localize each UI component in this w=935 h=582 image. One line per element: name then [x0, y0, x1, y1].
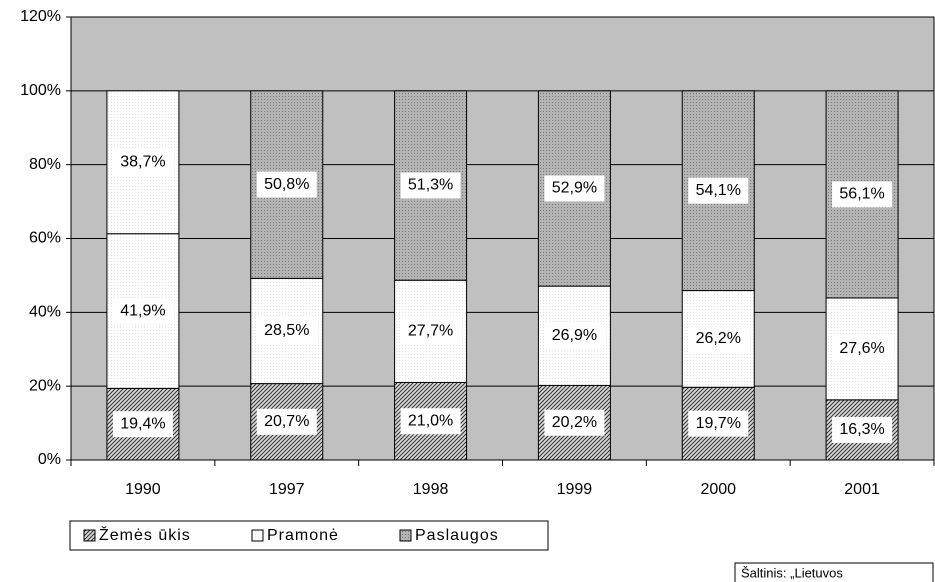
legend-label: Žemės ūkis	[99, 525, 191, 544]
y-tick-label: 80%	[29, 156, 61, 173]
x-tick-label: 1998	[413, 481, 449, 498]
x-tick-label: 1999	[557, 481, 593, 498]
value-label: 26,9%	[552, 327, 597, 344]
value-label: 20,7%	[264, 413, 309, 430]
value-label-box	[544, 409, 605, 436]
source-text: Šaltinis: „Lietuvos	[741, 565, 843, 580]
value-label: 51,3%	[408, 177, 453, 194]
value-label-box	[400, 408, 461, 435]
value-label: 21,0%	[408, 412, 453, 429]
value-label-box	[112, 411, 173, 438]
value-label: 27,6%	[839, 340, 884, 357]
value-label: 26,2%	[696, 330, 741, 347]
source-box	[734, 562, 934, 582]
value-label-box	[832, 416, 893, 443]
legend-swatch	[251, 529, 264, 542]
x-tick-label: 1990	[125, 481, 161, 498]
value-label-box	[832, 335, 893, 362]
x-tick-label: 1997	[269, 481, 305, 498]
legend-box	[69, 520, 549, 551]
value-label: 27,7%	[408, 323, 453, 340]
legend-swatch	[83, 529, 96, 542]
legend-swatch	[399, 529, 412, 542]
value-label: 54,1%	[696, 182, 741, 199]
value-label-box	[256, 171, 317, 198]
value-label-box	[400, 172, 461, 199]
value-label: 52,9%	[552, 180, 597, 197]
legend-label: Pramonė	[267, 527, 339, 544]
value-label-box	[544, 322, 605, 349]
value-label-box	[688, 410, 749, 437]
value-label: 19,4%	[120, 415, 165, 432]
value-label-box	[688, 177, 749, 204]
value-label-box	[256, 317, 317, 344]
value-label: 41,9%	[120, 302, 165, 319]
value-label: 20,2%	[552, 414, 597, 431]
value-label: 38,7%	[120, 153, 165, 170]
value-label-box	[688, 325, 749, 352]
y-tick-label: 120%	[20, 8, 61, 25]
y-tick-label: 0%	[38, 451, 61, 468]
source-text: statistikos metraštis 2001“	[741, 580, 891, 582]
value-label-box	[832, 181, 893, 208]
legend-label: Paslaugos	[415, 527, 499, 544]
value-label-box	[256, 408, 317, 435]
value-label: 19,7%	[696, 415, 741, 432]
value-label-box	[400, 318, 461, 345]
value-label: 16,3%	[839, 421, 884, 438]
value-label: 50,8%	[264, 176, 309, 193]
value-label: 28,5%	[264, 322, 309, 339]
x-tick-label: 2000	[700, 481, 736, 498]
value-label: 56,1%	[839, 186, 884, 203]
value-label-box	[112, 149, 173, 176]
y-tick-label: 100%	[20, 82, 61, 99]
x-tick-label: 2001	[844, 481, 880, 498]
value-label-box	[112, 298, 173, 325]
y-tick-label: 60%	[29, 230, 61, 247]
value-label-box	[544, 175, 605, 202]
y-tick-label: 40%	[29, 304, 61, 321]
y-tick-label: 20%	[29, 377, 61, 394]
